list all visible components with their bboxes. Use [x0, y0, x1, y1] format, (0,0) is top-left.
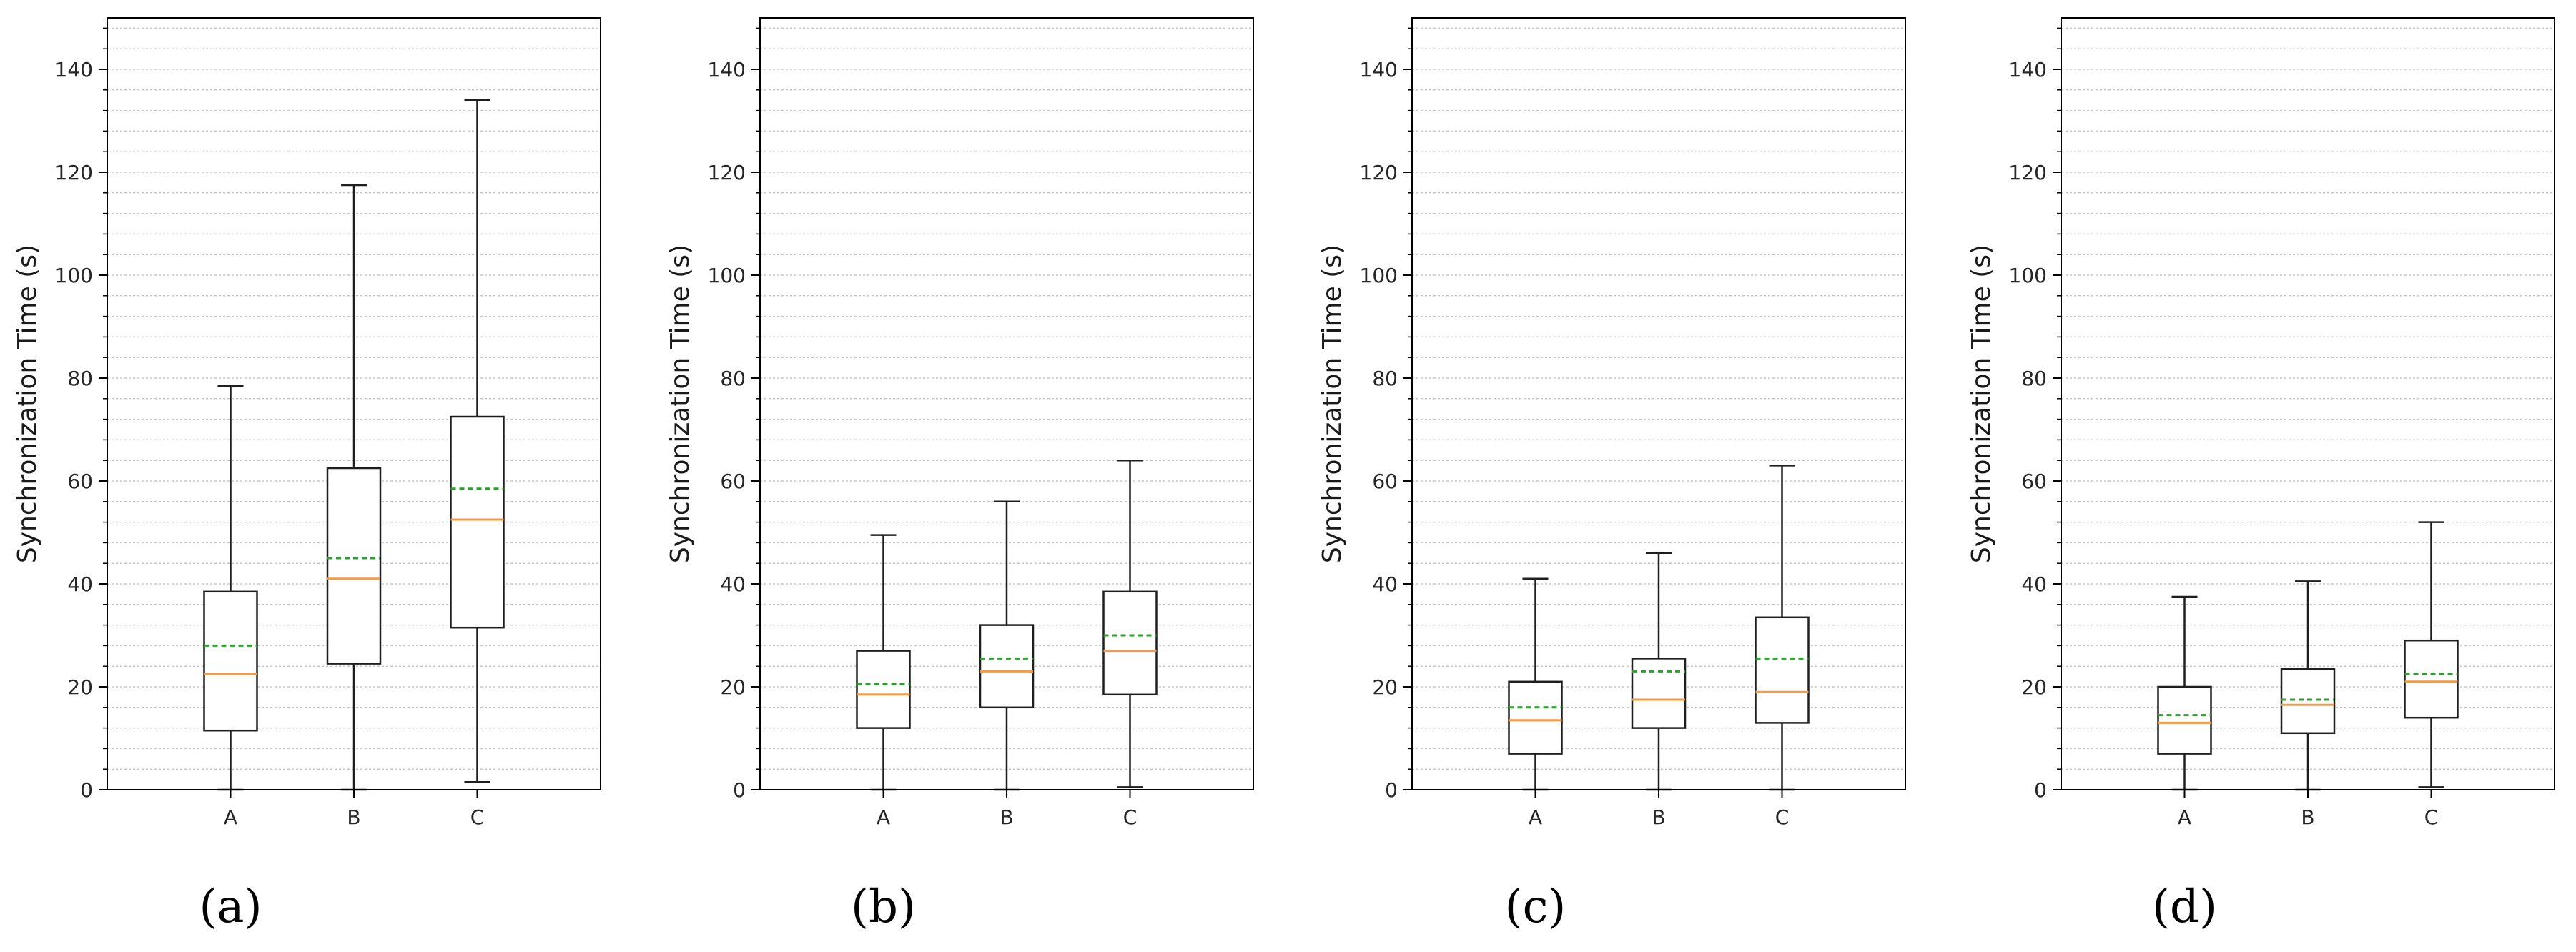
iqr-box: [1508, 680, 1563, 755]
axes-frame: [2061, 17, 2555, 790]
x-tick-label: C: [1123, 805, 1138, 829]
x-tick-label: B: [347, 805, 360, 829]
y-tick-label: 40: [1372, 572, 1398, 596]
iqr-box: [1102, 590, 1158, 696]
box-B: [326, 184, 382, 791]
y-tick-label: 40: [67, 572, 93, 596]
y-tick-label: 40: [2021, 572, 2047, 596]
y-tick-label: 60: [67, 470, 93, 493]
y-tick-label: 120: [708, 161, 746, 184]
y-tick-label: 140: [708, 58, 746, 81]
iqr-box: [1755, 616, 1810, 724]
y-axis-title: Synchronization Time (s): [1967, 244, 1996, 563]
x-tick-label: B: [1000, 805, 1013, 829]
panel-caption: (c): [1505, 881, 1566, 933]
y-tick-label: 140: [55, 58, 93, 81]
box-B: [2280, 580, 2336, 791]
y-tick-label: 100: [1360, 264, 1398, 287]
panel-caption: (a): [199, 881, 262, 933]
y-tick-label: 20: [1372, 675, 1398, 699]
y-tick-label: 80: [1372, 367, 1398, 390]
x-tick-label: C: [2424, 805, 2439, 829]
iqr-box: [1631, 658, 1687, 729]
axes-frame: [1411, 17, 1906, 790]
iqr-box: [2280, 668, 2336, 735]
y-tick-label: 0: [733, 778, 746, 802]
box-C: [1102, 459, 1158, 788]
chart-panel-a: 0 20 40 60 80 100 120 140 Synchronization Time (…: [13, 17, 601, 933]
y-axis-title: Synchronization Time (s): [13, 244, 42, 563]
y-tick-label: 60: [720, 470, 746, 493]
y-tick-label: 80: [720, 367, 746, 390]
y-tick-label: 0: [2034, 778, 2047, 802]
x-tick-label: B: [1652, 805, 1665, 829]
y-axis-title: Synchronization Time (s): [666, 244, 695, 563]
y-tick-label: 0: [80, 778, 93, 802]
y-tick-label: 100: [708, 264, 746, 287]
axes-frame: [107, 17, 601, 790]
box-B: [1631, 552, 1687, 791]
panel-caption: (d): [2152, 881, 2217, 933]
y-tick-label: 20: [67, 675, 93, 699]
y-tick-label: 120: [55, 161, 93, 184]
box-C: [2404, 521, 2459, 788]
iqr-box: [2157, 685, 2212, 755]
chart-panel-c: 0 20 40 60 80 100 120 140 Synchronization Time (…: [1318, 17, 1906, 933]
y-tick-label: 100: [55, 264, 93, 287]
y-axis-title: Synchronization Time (s): [1318, 244, 1347, 563]
y-tick-label: 0: [1385, 778, 1398, 802]
y-tick-label: 80: [67, 367, 93, 390]
box-A: [203, 385, 258, 791]
chart-panel-d: 0 20 40 60 80 100 120 140 Synchronization Time (…: [1967, 17, 2555, 933]
iqr-box: [326, 467, 382, 665]
y-tick-label: 120: [2009, 161, 2047, 184]
x-tick-label: C: [470, 805, 485, 829]
x-tick-label: B: [2301, 805, 2314, 829]
y-tick-label: 120: [1360, 161, 1398, 184]
y-tick-label: 100: [2009, 264, 2047, 287]
box-A: [1508, 577, 1563, 791]
chart-panel-b: 0 20 40 60 80 100 120 140 Synchronization Time (…: [666, 17, 1254, 933]
box-C: [450, 99, 505, 783]
x-tick-label: A: [2178, 805, 2191, 829]
y-tick-label: 60: [1372, 470, 1398, 493]
y-tick-label: 40: [720, 572, 746, 596]
iqr-box: [203, 590, 258, 732]
x-tick-label: A: [224, 805, 237, 829]
y-tick-label: 20: [720, 675, 746, 699]
iqr-box: [450, 415, 505, 629]
panel-caption: (b): [851, 881, 916, 933]
box-A: [2157, 595, 2212, 791]
y-tick-label: 20: [2021, 675, 2047, 699]
iqr-box: [856, 650, 911, 729]
x-tick-label: C: [1775, 805, 1790, 829]
x-tick-label: A: [1529, 805, 1542, 829]
x-tick-label: A: [877, 805, 890, 829]
y-tick-label: 60: [2021, 470, 2047, 493]
box-A: [856, 534, 911, 791]
iqr-box: [979, 624, 1035, 709]
iqr-box: [2404, 639, 2459, 719]
y-tick-label: 140: [2009, 58, 2047, 81]
axes-frame: [759, 17, 1254, 790]
y-tick-label: 80: [2021, 367, 2047, 390]
y-tick-label: 140: [1360, 58, 1398, 81]
